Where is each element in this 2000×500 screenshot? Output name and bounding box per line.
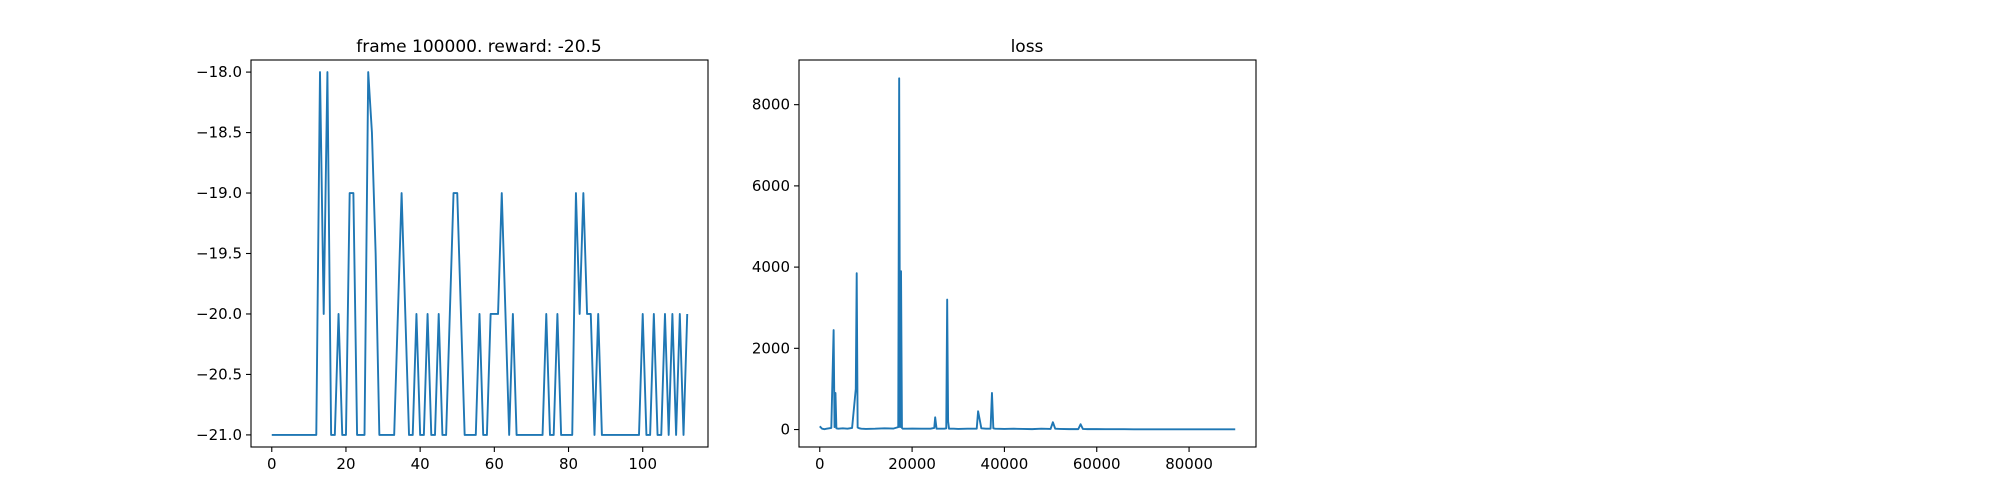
reward-x-tick-label: 0 bbox=[267, 455, 277, 473]
reward-y-tick-label: −19.0 bbox=[196, 184, 242, 202]
loss-x-tick-label: 80000 bbox=[1165, 455, 1213, 473]
reward-x-tick-label: 40 bbox=[411, 455, 430, 473]
reward-series-line bbox=[271, 71, 689, 436]
loss-chart-title: loss bbox=[1011, 37, 1044, 57]
loss-y-tick-label: 0 bbox=[780, 421, 790, 439]
reward-y-tick-label: −18.5 bbox=[196, 124, 242, 142]
reward-panel: frame 100000. reward: -20.5 0 20 40 60 80 100… bbox=[196, 37, 709, 473]
loss-y-tick-label: 8000 bbox=[752, 96, 790, 114]
loss-y-tick-label: 4000 bbox=[752, 258, 790, 276]
loss-ticks: 0 20000 40000 60000 80000 0 2000 4000 6000 8000 bbox=[752, 96, 1213, 473]
reward-y-tick-label: −21.0 bbox=[196, 426, 242, 444]
reward-chart-title: frame 100000. reward: -20.5 bbox=[356, 37, 602, 57]
loss-x-tick-label: 0 bbox=[815, 455, 825, 473]
loss-y-tick-label: 2000 bbox=[752, 339, 790, 357]
loss-panel: loss 0 20000 40000 60000 80000 0 2000 4000 6000 8… bbox=[752, 37, 1257, 473]
loss-x-tick-label: 20000 bbox=[888, 455, 936, 473]
reward-x-tick-label: 20 bbox=[336, 455, 355, 473]
reward-y-tick-label: −19.5 bbox=[196, 245, 242, 263]
reward-y-tick-label: −18.0 bbox=[196, 63, 242, 81]
loss-series-line bbox=[819, 77, 1236, 431]
loss-x-tick-label: 40000 bbox=[981, 455, 1029, 473]
reward-ticks: 0 20 40 60 80 100 −18.0 −18.5 −19.0 −19.5 −20.0 −20… bbox=[196, 63, 657, 473]
loss-x-tick-label: 60000 bbox=[1073, 455, 1121, 473]
reward-x-tick-label: 100 bbox=[628, 455, 657, 473]
reward-x-tick-label: 60 bbox=[485, 455, 504, 473]
loss-y-tick-label: 6000 bbox=[752, 177, 790, 195]
reward-y-tick-label: −20.5 bbox=[196, 365, 242, 383]
loss-axes-frame bbox=[798, 59, 1257, 448]
reward-x-tick-label: 80 bbox=[559, 455, 578, 473]
reward-y-tick-label: −20.0 bbox=[196, 305, 242, 323]
reward-axes-frame bbox=[250, 59, 709, 448]
